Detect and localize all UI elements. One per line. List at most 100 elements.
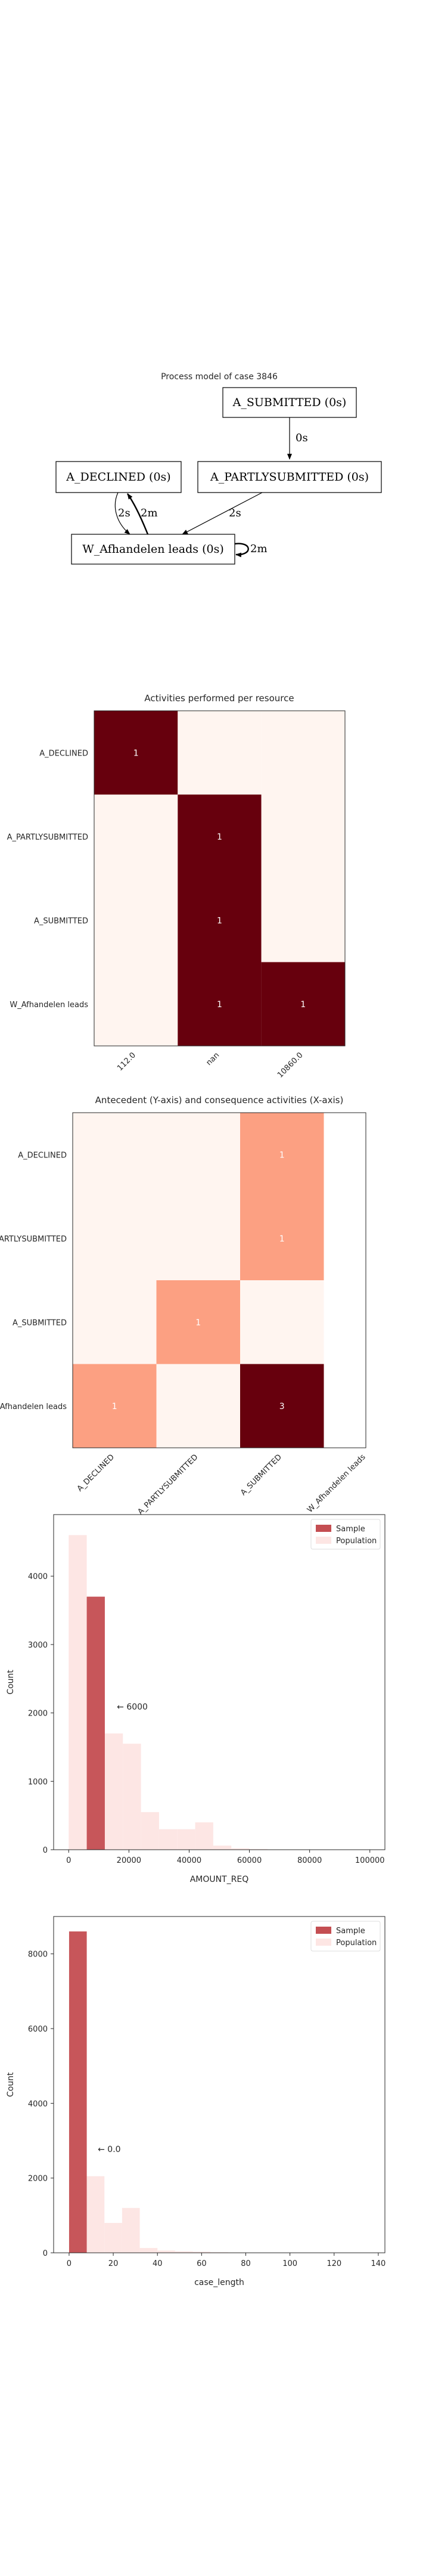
node-label-declined: A_DECLINED (0s): [66, 470, 170, 484]
hm2-col-label: A_DECLINED: [76, 1453, 116, 1493]
hist2-legend-swatch: [316, 1927, 331, 1934]
hm1-cell-value: 1: [133, 748, 139, 758]
hm2-row-label: A_DECLINED: [18, 1151, 67, 1160]
heatmap1-title: Activities performed per resource: [144, 693, 294, 704]
graph-edges: 0s 2s 2s 2m 2m: [114, 417, 308, 558]
hist2-legend-label: Sample: [336, 1927, 365, 1936]
hm1-col-label: 112.0: [116, 1051, 138, 1073]
hist1-ytick-label: 2000: [28, 1710, 48, 1719]
hist1-population-bar: [141, 1812, 159, 1850]
edge-label-declined-afhandelen: 2s: [118, 507, 130, 519]
hist2-ytick-label: 8000: [28, 1950, 48, 1959]
hm1-col-label: nan: [204, 1051, 221, 1067]
hist2-legend-label: Population: [336, 1939, 377, 1948]
hist2-ylabel: Count: [6, 2072, 15, 2097]
hist2-xtick-label: 80: [241, 2259, 251, 2268]
hist1-population-bar: [195, 1822, 213, 1850]
hist1-population-bar: [104, 1733, 123, 1850]
hm2-cell: [73, 1196, 157, 1280]
edge-afhandelen-declined: [127, 493, 149, 535]
hm2-cell: [156, 1364, 240, 1448]
hist1-xtick-label: 60000: [237, 1856, 262, 1865]
edge-label-afhandelen-self: 2m: [250, 543, 268, 555]
process-model: Process model of case 3846 0s 2s 2s 2m 2…: [55, 372, 382, 565]
node-label-partly: A_PARTLYSUBMITTED (0s): [210, 470, 369, 484]
hm1-cell: [94, 794, 178, 878]
hist1-xtick-label: 20000: [117, 1856, 141, 1865]
hist2-legend-swatch: [316, 1939, 331, 1946]
node-label-submitted: A_SUBMITTED (0s): [232, 396, 347, 409]
hm1-row-label: A_PARTLYSUBMITTED: [7, 833, 88, 842]
hist2-population-bar: [139, 2247, 158, 2253]
hm1-cell: [178, 794, 262, 878]
hm1-cell: [94, 962, 178, 1046]
edge-label-submitted-partly: 0s: [296, 432, 308, 444]
hm1-cell-value: 1: [217, 832, 222, 842]
hist1-population-bar: [213, 1846, 232, 1850]
hist1-population-bar: [177, 1829, 195, 1850]
hist1-sample-bar: [86, 1596, 105, 1850]
hist1-ylabel: Count: [6, 1670, 15, 1695]
hm2-cell: [240, 1113, 324, 1197]
hm2-cell: [156, 1196, 240, 1280]
hist1-xtick-label: 100000: [355, 1856, 385, 1865]
hm1-cell: [178, 962, 262, 1046]
hm2-cell-value: 3: [279, 1402, 285, 1411]
graph-node-declined: A_DECLINED (0s): [55, 461, 182, 493]
hm2-row-label: A_SUBMITTED: [13, 1318, 67, 1327]
hist2-population-bar: [192, 2252, 211, 2253]
hm1-cell: [94, 711, 178, 795]
histogram-case-length: 0 20 40 60 80 100 120 140 0 2000 4000 6000 8000 case_…: [6, 1916, 386, 2287]
hm1-cell: [94, 878, 178, 962]
hist2-population-bar: [175, 2251, 193, 2253]
hm1-col-label: 10860.0: [276, 1051, 305, 1080]
hm1-cell: [261, 794, 345, 878]
hist1-xtick-label: 0: [66, 1856, 71, 1865]
edge-afhandelen-self: [234, 543, 249, 558]
hist2-xtick-label: 20: [108, 2259, 119, 2268]
hist2-ytick-label: 2000: [28, 2175, 48, 2184]
heatmap2-title: Antecedent (Y-axis) and consequence acti…: [95, 1095, 344, 1106]
hist2-ytick-label: 4000: [28, 2100, 48, 2109]
hm2-cell-value: 1: [279, 1150, 285, 1160]
graph-node-afhandelen: W_Afhandelen leads (0s): [71, 534, 235, 565]
hm2-cell-value: 1: [279, 1234, 285, 1244]
hm1-cell: [178, 711, 262, 795]
hm2-cell: [73, 1280, 157, 1364]
hist2-population-bar: [122, 2207, 140, 2253]
hist2-ytick-label: 0: [43, 2249, 48, 2258]
hm1-row-label: W_Afhandelen leads: [10, 1001, 88, 1010]
heatmap-antecedent-consequence: Antecedent (Y-axis) and consequence acti…: [0, 1095, 368, 1516]
edge-declined-afhandelen: [114, 492, 130, 535]
hm1-row-label: A_SUBMITTED: [34, 917, 88, 925]
hm1-cell: [178, 878, 262, 962]
edge-partly-afhandelen: [182, 492, 263, 535]
hm2-cell: [240, 1280, 324, 1364]
hm1-cell-value: 1: [217, 1000, 222, 1010]
hist1-population-bar: [123, 1744, 141, 1850]
hist1-legend-label: Population: [336, 1537, 377, 1546]
hist1-population-bar: [231, 1848, 250, 1850]
hist2-ytick-label: 6000: [28, 2025, 48, 2034]
hm1-cell-value: 1: [217, 916, 222, 925]
node-label-afhandelen: W_Afhandelen leads (0s): [82, 543, 224, 556]
graph-node-partly: A_PARTLYSUBMITTED (0s): [197, 461, 382, 493]
hist2-population-bar: [104, 2222, 122, 2253]
edge-label-afhandelen-declined: 2m: [141, 507, 158, 519]
hm1-cell: [261, 962, 345, 1046]
hist2-xtick-label: 120: [327, 2259, 341, 2268]
hm1-cell: [261, 711, 345, 795]
hm2-cell: [240, 1196, 324, 1280]
hm2-cell: [156, 1113, 240, 1197]
hm1-row-label: A_DECLINED: [39, 749, 88, 758]
graph-node-submitted: A_SUBMITTED (0s): [222, 387, 357, 418]
hist1-ytick-label: 1000: [28, 1778, 48, 1787]
hist2-xtick-label: 0: [67, 2259, 72, 2268]
hist1-xlabel: AMOUNT_REQ: [190, 1875, 249, 1884]
hist2-sample-bar: [69, 1931, 87, 2253]
hist2-xlabel: case_length: [194, 2278, 244, 2287]
process-model-title: Process model of case 3846: [161, 372, 278, 382]
hist1-population-bar: [249, 1849, 268, 1850]
